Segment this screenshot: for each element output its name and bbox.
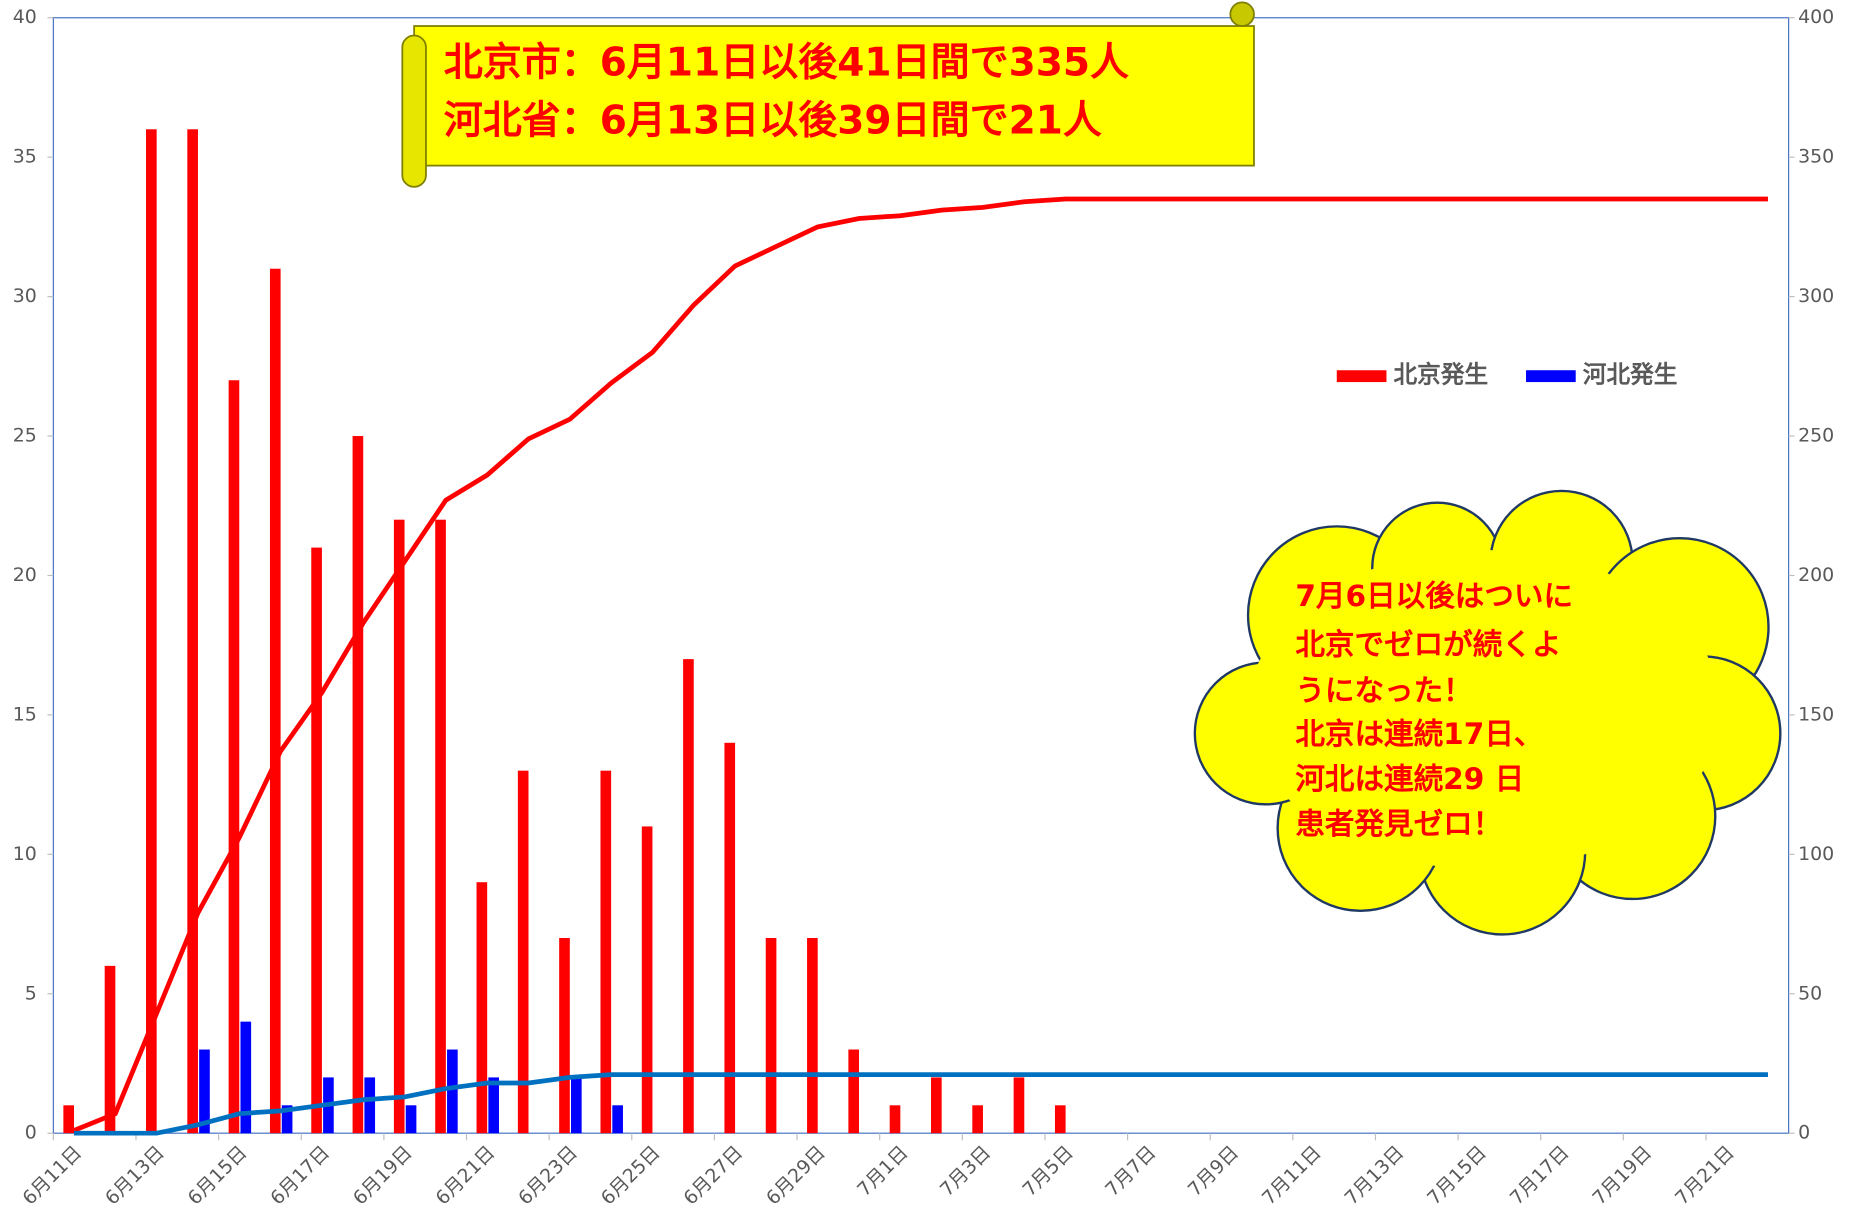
x-tick-label: 6月17日	[266, 1142, 334, 1210]
x-tick-label: 7月3日	[936, 1142, 995, 1201]
bar	[394, 520, 405, 1133]
y2-tick-label: 350	[1798, 146, 1834, 168]
cloud	[1195, 491, 1781, 935]
banner-line: 河北省：6月13日以後39日間で21人	[444, 99, 1102, 144]
x-tick-label: 6月23日	[514, 1142, 582, 1210]
cloud-line: 北京でゼロが続くよ	[1295, 627, 1561, 661]
bar	[435, 520, 446, 1133]
y2-tick-label: 150	[1798, 703, 1834, 725]
y2-tick-label: 400	[1798, 6, 1834, 28]
chart: 0510152025303540050100150200250300350400…	[0, 0, 1855, 1229]
y-tick-label: 5	[25, 982, 37, 1004]
cloud-line: 7月6日以後はついに	[1295, 579, 1573, 613]
legend-swatch	[1337, 370, 1387, 382]
bar	[600, 771, 611, 1134]
bar	[1014, 1077, 1025, 1133]
bar	[848, 1050, 859, 1134]
x-tick-label: 7月7日	[1101, 1142, 1160, 1201]
y-tick-label: 10	[13, 843, 37, 865]
x-tick-label: 6月11日	[18, 1142, 86, 1210]
bar	[406, 1105, 417, 1133]
bar	[353, 436, 364, 1133]
banner-line: 北京市：6月11日以後41日間で335人	[444, 41, 1129, 86]
legend-label: 河北発生	[1583, 361, 1678, 389]
cloud-line: うになった！	[1295, 673, 1472, 707]
x-tick-label: 7月11日	[1258, 1142, 1326, 1210]
bar	[559, 938, 570, 1133]
y-tick-label: 30	[13, 285, 37, 307]
y-tick-label: 15	[13, 703, 37, 725]
y-tick-label: 0	[25, 1122, 37, 1144]
x-tick-label: 6月19日	[349, 1142, 417, 1210]
cloud-line: 患者発見ゼロ！	[1295, 807, 1502, 841]
bar	[311, 548, 322, 1134]
bar	[683, 659, 694, 1133]
x-tick-label: 7月19日	[1588, 1142, 1656, 1210]
page: {"chart_data": {"type": "bar", "categori…	[0, 0, 1855, 1229]
bar	[63, 1105, 74, 1133]
cloud-line: 河北は連続29 日	[1295, 762, 1524, 796]
bar	[229, 380, 240, 1133]
y2-tick-label: 250	[1798, 425, 1834, 447]
y2-tick-label: 300	[1798, 285, 1834, 307]
y-tick-label: 40	[13, 6, 37, 28]
x-tick-label: 6月29日	[762, 1142, 830, 1210]
bar	[890, 1105, 901, 1133]
legend-label: 北京発生	[1394, 361, 1489, 389]
x-tick-label: 7月13日	[1340, 1142, 1408, 1210]
x-tick-label: 6月13日	[101, 1142, 169, 1210]
bar	[766, 938, 777, 1133]
y2-tick-label: 0	[1798, 1122, 1810, 1144]
x-tick-label: 7月1日	[853, 1142, 912, 1201]
x-tick-label: 7月15日	[1423, 1142, 1491, 1210]
y-tick-label: 35	[13, 146, 37, 168]
y-tick-label: 20	[13, 564, 37, 586]
bar	[477, 882, 488, 1133]
x-tick-label: 7月9日	[1184, 1142, 1243, 1201]
banner: 北京市：6月11日以後41日間で335人 河北省：6月13日以後39日間で21人	[402, 2, 1254, 187]
y2-tick-label: 50	[1798, 982, 1822, 1004]
bar	[571, 1077, 582, 1133]
bar	[807, 938, 818, 1133]
y2-tick-label: 200	[1798, 564, 1834, 586]
bar	[972, 1105, 983, 1133]
bar	[642, 826, 653, 1133]
x-tick-label: 6月25日	[597, 1142, 665, 1210]
bar	[447, 1050, 458, 1134]
x-tick-label: 6月15日	[184, 1142, 252, 1210]
bar	[240, 1022, 251, 1134]
y-tick-label: 25	[13, 425, 37, 447]
x-tick-label: 7月21日	[1671, 1142, 1739, 1210]
bar	[187, 129, 198, 1133]
bar	[105, 966, 116, 1133]
legend-swatch	[1526, 370, 1576, 382]
bar	[1055, 1105, 1066, 1133]
bar	[270, 269, 281, 1133]
x-tick-label: 6月21日	[432, 1142, 500, 1210]
bar	[488, 1077, 499, 1133]
bar	[518, 771, 529, 1134]
bar	[146, 129, 157, 1133]
bar	[364, 1077, 375, 1133]
x-tick-label: 6月27日	[679, 1142, 747, 1210]
x-tick-label: 7月17日	[1506, 1142, 1574, 1210]
bar	[612, 1105, 623, 1133]
x-tick-label: 7月5日	[1018, 1142, 1077, 1201]
y2-tick-label: 100	[1798, 843, 1834, 865]
cloud-line: 北京は連続17日、	[1295, 717, 1543, 751]
bar	[931, 1077, 942, 1133]
